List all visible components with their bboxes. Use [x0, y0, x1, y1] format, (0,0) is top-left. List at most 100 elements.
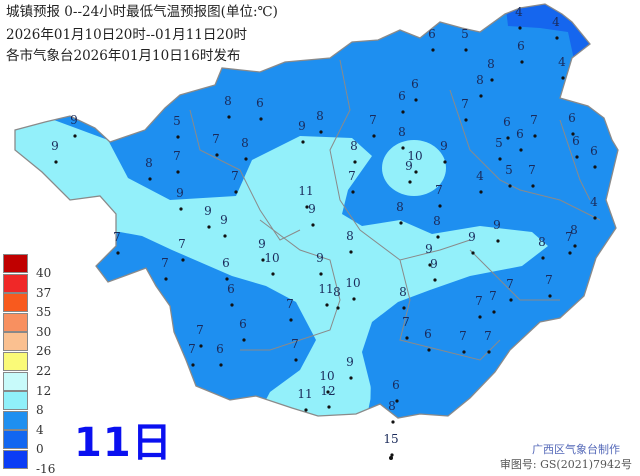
station-dot	[593, 165, 597, 169]
legend-swatch	[3, 430, 28, 450]
station-dot	[326, 390, 330, 394]
station-dot	[533, 134, 537, 138]
station-dot	[438, 204, 442, 208]
station-temperature: 4	[558, 55, 566, 69]
station-dot	[225, 277, 229, 281]
station-temperature: 7	[369, 113, 377, 127]
station-temperature: 6	[503, 115, 511, 129]
station-dot	[319, 130, 323, 134]
legend-label: -16	[36, 462, 56, 476]
station-temperature: 7	[475, 294, 483, 308]
legend-label: 0	[36, 442, 44, 457]
station-dot	[391, 420, 395, 424]
station-temperature: 6	[256, 96, 264, 110]
station-temperature: 8	[570, 223, 578, 237]
island-station-dot	[389, 456, 393, 460]
station-temperature: 10	[319, 369, 334, 383]
station-temperature: 9	[204, 204, 212, 218]
station-temperature: 10	[264, 251, 279, 265]
station-dot	[496, 239, 500, 243]
station-temperature: 9	[346, 355, 354, 369]
station-temperature: 8	[433, 214, 441, 228]
station-temperature: 9	[316, 251, 324, 265]
station-temperature: 9	[440, 139, 448, 153]
station-dot	[349, 376, 353, 380]
station-temperature: 8	[487, 57, 495, 71]
station-temperature: 7	[402, 315, 410, 329]
station-dot	[548, 294, 552, 298]
map-approval-number: 审图号: GS(2021)7942号	[499, 458, 632, 471]
station-dot	[519, 148, 523, 152]
station-temperature: 7	[231, 169, 239, 183]
station-temperature: 6	[392, 378, 400, 392]
station-dot	[242, 338, 246, 342]
station-dot	[395, 399, 399, 403]
legend-label: 30	[36, 324, 52, 339]
station-dot	[148, 177, 152, 181]
station-dot	[305, 205, 309, 209]
station-temperature: 5	[495, 136, 503, 150]
station-dot	[294, 358, 298, 362]
station-dot	[259, 117, 263, 121]
station-dot	[176, 135, 180, 139]
station-temperature: 9	[405, 159, 413, 173]
station-temperature: 7	[188, 342, 196, 356]
station-temperature: 9	[70, 113, 78, 127]
station-dot	[207, 225, 211, 229]
station-dot	[54, 160, 58, 164]
station-dot	[181, 258, 185, 262]
station-dot	[116, 251, 120, 255]
station-temperature: 9	[468, 230, 476, 244]
legend-label: 4	[36, 422, 44, 437]
station-dot	[325, 303, 329, 307]
station-temperature: 7	[489, 289, 497, 303]
legend-swatch	[3, 371, 28, 391]
station-dot	[571, 132, 575, 136]
station-dot	[541, 256, 545, 260]
station-dot	[414, 98, 418, 102]
station-dot	[433, 278, 437, 282]
station-dot	[490, 78, 494, 82]
station-dot	[219, 363, 223, 367]
zone-8-12-north	[382, 140, 446, 196]
station-temperature: 7	[565, 230, 573, 244]
station-temperature: 7	[173, 149, 181, 163]
producer-credit: 广西区气象台制作	[532, 443, 620, 456]
station-temperature: 8	[316, 109, 324, 123]
station-temperature: 8	[241, 136, 249, 150]
station-dot	[405, 336, 409, 340]
station-temperature: 9	[258, 237, 266, 251]
station-dot	[176, 170, 180, 174]
station-temperature: 9	[176, 186, 184, 200]
station-dot	[555, 36, 559, 40]
station-temperature: 8	[476, 73, 484, 87]
station-dot	[593, 216, 597, 220]
station-dot	[531, 184, 535, 188]
station-dot	[520, 60, 524, 64]
station-temperature: 4	[552, 15, 560, 29]
station-temperature: 8	[538, 235, 546, 249]
legend-label: 35	[36, 305, 52, 320]
station-temperature: 11	[297, 387, 312, 401]
station-dot	[230, 303, 234, 307]
station-dot	[271, 272, 275, 276]
legend-label: 12	[36, 383, 52, 398]
station-temperature: 9	[425, 242, 433, 256]
station-temperature: 8	[333, 285, 341, 299]
station-dot	[73, 134, 77, 138]
station-dot	[508, 184, 512, 188]
station-dot	[573, 244, 577, 248]
station-dot	[244, 157, 248, 161]
station-temperature: 10	[407, 149, 422, 163]
station-temperature: 7	[212, 132, 220, 146]
station-temperature: 6	[227, 282, 235, 296]
station-temperature: 7	[461, 97, 469, 111]
station-temperature: 7	[528, 163, 536, 177]
station-dot	[478, 315, 482, 319]
station-temperature: 6	[516, 127, 524, 141]
station-temperature: 6	[411, 77, 419, 91]
station-temperature: 6	[568, 111, 576, 125]
station-dot	[428, 263, 432, 267]
